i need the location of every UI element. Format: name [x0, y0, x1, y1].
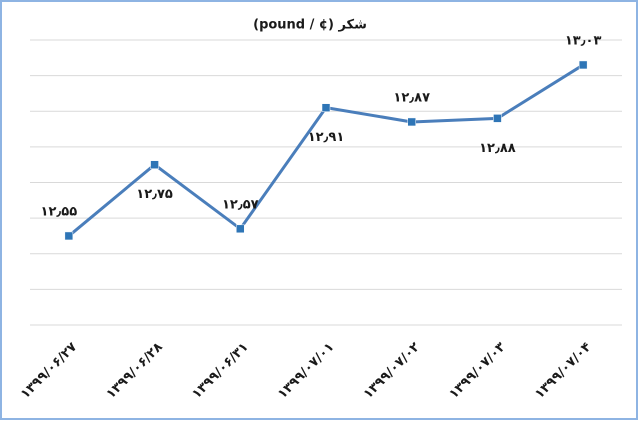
data-label: ۱۲٫۸۸ [479, 141, 516, 156]
data-label: ۱۲٫۵۷ [222, 197, 259, 212]
chart-title: شکر (¢ / pound) [253, 18, 367, 33]
marker [150, 160, 159, 169]
marker [578, 60, 588, 70]
marker [64, 231, 74, 241]
data-label: ۱۲٫۷۵ [136, 187, 173, 202]
data-label: ۱۲٫۸۷ [393, 90, 430, 105]
data-label: ۱۳٫۰۳ [565, 33, 602, 48]
marker [236, 224, 245, 234]
marker [493, 114, 502, 123]
marker [407, 117, 416, 127]
data-label: ۱۲٫۹۱ [308, 130, 345, 145]
marker [321, 103, 331, 112]
data-label: ۱۲٫۵۵ [41, 204, 78, 219]
